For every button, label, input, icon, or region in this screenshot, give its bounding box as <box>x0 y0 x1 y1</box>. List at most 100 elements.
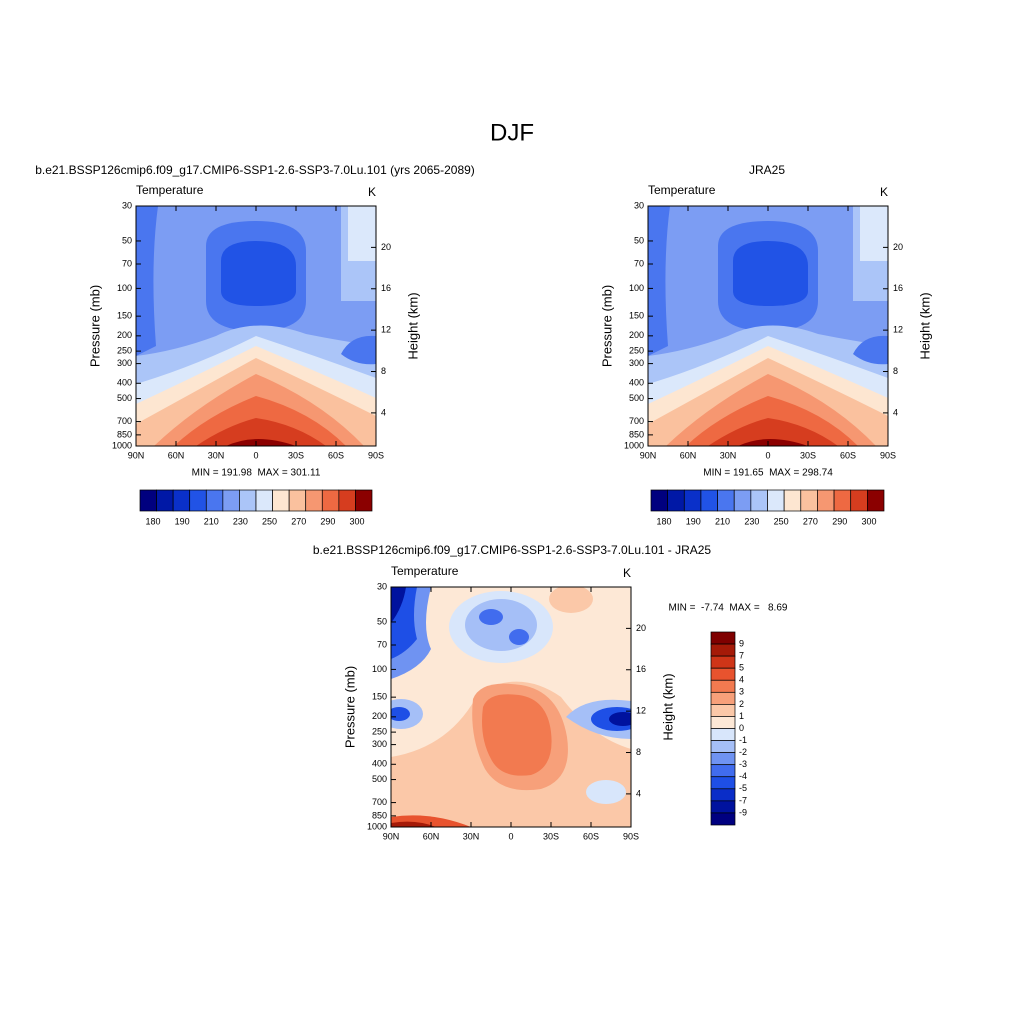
y2-tick-label: 16 <box>893 283 903 293</box>
colorbar-label: 300 <box>349 516 364 526</box>
y-tick-label: 100 <box>629 283 644 293</box>
colorbar-box <box>288 489 307 512</box>
y-tick-label: 150 <box>372 692 387 702</box>
y-tick-label: 70 <box>122 258 132 268</box>
colorbar-box <box>717 489 735 512</box>
contour-fill <box>482 694 552 776</box>
y2-axis-label: Height (km) <box>405 292 420 359</box>
x-tick-label: 90S <box>880 450 896 460</box>
x-tick-label: 30N <box>720 450 737 460</box>
y-tick-label: 50 <box>377 616 387 626</box>
colorbar-box <box>710 764 736 778</box>
y-tick-label: 500 <box>372 774 387 784</box>
stats: MIN = 191.98 MAX = 301.11 <box>192 468 321 479</box>
y-tick-label: 1000 <box>112 440 132 450</box>
colorbar-label: -4 <box>739 771 747 781</box>
colorbar-label: 2 <box>739 699 744 709</box>
y-tick-label: 1000 <box>367 821 387 831</box>
x-tick-label: 0 <box>253 450 258 460</box>
colorbar-box <box>321 489 340 512</box>
contour-fill <box>549 587 593 613</box>
colorbar-label: 210 <box>204 516 219 526</box>
y2-tick-label: 8 <box>636 747 641 757</box>
y-tick-label: 70 <box>634 258 644 268</box>
colorbar-label: -5 <box>739 783 747 793</box>
contour-field <box>136 206 376 446</box>
x-tick-label: 30S <box>288 450 304 460</box>
colorbar-box <box>833 489 852 512</box>
contour-fill <box>509 629 529 645</box>
colorbar-box <box>239 489 257 512</box>
colorbar-box <box>733 489 752 512</box>
contour-fill <box>348 206 376 261</box>
x-tick-label: 0 <box>765 450 770 460</box>
y2-tick-label: 12 <box>636 706 646 716</box>
contour-fill <box>853 335 888 365</box>
colorbar-label: -7 <box>739 795 747 805</box>
y-tick-label: 30 <box>377 581 387 591</box>
contour-fill <box>479 609 503 625</box>
contour-fill <box>226 439 296 446</box>
y-tick-label: 850 <box>629 429 644 439</box>
colorbar-label: 190 <box>175 516 190 526</box>
y-tick-label: 850 <box>372 810 387 820</box>
colorbar-box <box>710 631 736 645</box>
colorbar-box <box>255 489 273 512</box>
y2-tick-label: 12 <box>381 325 391 335</box>
y2-tick-label: 16 <box>636 664 646 674</box>
panel: 90N 60N 30N 0 30S 60S 90S 30 50 70 100 150 200 250 300… <box>342 564 675 841</box>
colorbar-label: -3 <box>739 759 747 769</box>
y-tick-label: 200 <box>372 711 387 721</box>
panel-title: b.e21.BSSP126cmip6.f09_g17.CMIP6-SSP1-2.… <box>313 543 712 557</box>
colorbar-label: 180 <box>145 516 160 526</box>
colorbar-label: 270 <box>291 516 306 526</box>
y-tick-label: 30 <box>634 200 644 210</box>
colorbar-label: 4 <box>739 675 744 685</box>
colorbar-box <box>355 489 373 512</box>
contour-fill <box>586 780 626 804</box>
y-tick-label: 300 <box>629 358 644 368</box>
colorbar-box <box>750 489 768 512</box>
y-tick-label: 300 <box>372 739 387 749</box>
colorbar-box <box>867 489 885 512</box>
contour-fill <box>391 707 410 721</box>
colorbar-box <box>710 800 736 814</box>
y-tick-label: 400 <box>629 378 644 388</box>
x-tick-label: 60S <box>328 450 344 460</box>
contour-fill <box>609 712 631 726</box>
y-tick-label: 400 <box>372 759 387 769</box>
y-tick-label: 100 <box>372 664 387 674</box>
colorbar-box <box>710 752 736 766</box>
colorbar-box <box>139 489 157 512</box>
x-tick-label: 0 <box>508 831 513 841</box>
colorbar-label: -1 <box>739 735 747 745</box>
y-tick-label: 700 <box>372 797 387 807</box>
y2-tick-label: 20 <box>381 242 391 252</box>
y-tick-label: 500 <box>629 393 644 403</box>
y-tick-label: 150 <box>117 311 132 321</box>
x-tick-label: 60S <box>840 450 856 460</box>
colorbar-box <box>783 489 802 512</box>
colorbar-box <box>800 489 818 512</box>
colorbar-box <box>710 679 736 693</box>
left-label: Temperature <box>391 564 459 578</box>
colorbar-label: 210 <box>715 516 730 526</box>
colorbar-box <box>710 691 736 705</box>
y-tick-label: 70 <box>377 639 387 649</box>
contour-field <box>391 587 631 827</box>
y-tick-label: 100 <box>117 283 132 293</box>
y-tick-label: 200 <box>117 330 132 340</box>
contour-fill <box>391 587 406 623</box>
contour-fill <box>648 206 670 356</box>
colorbar-label: 230 <box>233 516 248 526</box>
contour-fill <box>391 821 436 827</box>
y-tick-label: 1000 <box>624 440 644 450</box>
colorbar-box <box>817 489 835 512</box>
y-tick-label: 700 <box>117 416 132 426</box>
colorbar-box <box>683 489 702 512</box>
x-tick-label: 60N <box>680 450 697 460</box>
colorbar-box <box>667 489 685 512</box>
colorbar-label: 1 <box>739 711 744 721</box>
